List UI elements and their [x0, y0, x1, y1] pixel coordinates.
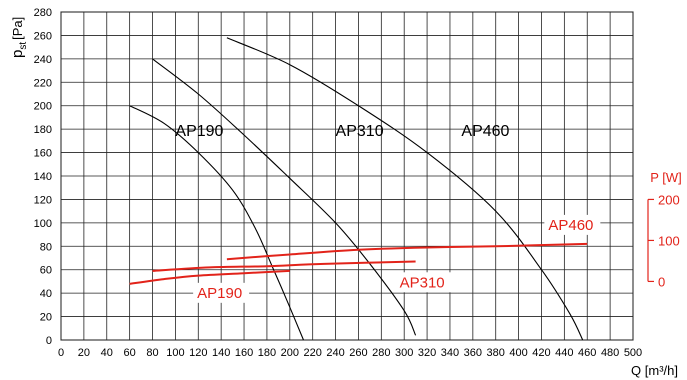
power-label-ap310: AP310 — [400, 274, 445, 291]
x-tick-label: 340 — [441, 347, 459, 359]
x-tick-label: 500 — [624, 347, 642, 359]
x-tick-label: 300 — [395, 347, 413, 359]
pressure-curve-ap310 — [152, 58, 417, 336]
x-axis-label: Q [m³/h] — [631, 363, 678, 378]
x-tick-label: 180 — [258, 347, 276, 359]
pressure-label-ap310: AP310 — [336, 123, 384, 140]
x-tick-label: 460 — [578, 347, 596, 359]
x-tick-label: 480 — [601, 347, 619, 359]
y-axis-ticks: 0 20 40 60 80 100 120 140 160 180 200 220 240 260 280 — [34, 7, 52, 347]
y-tick-label: 220 — [34, 77, 52, 89]
power-curve-ap460 — [226, 242, 588, 261]
power-tick-label: 200 — [658, 192, 680, 207]
x-tick-label: 80 — [146, 347, 158, 359]
y-tick-label: 200 — [34, 101, 52, 113]
x-axis-ticks: 0 20 40 60 80 100 120 140 160 180 200 220 240 260 280 3… — [58, 347, 642, 359]
y-tick-label: 280 — [34, 7, 52, 19]
y-tick-label: 100 — [34, 218, 52, 230]
x-tick-label: 280 — [372, 347, 390, 359]
power-label-bg — [544, 214, 601, 235]
x-tick-label: 200 — [281, 347, 299, 359]
power-axis-label: P [W] — [650, 170, 682, 185]
x-tick-label: 40 — [101, 347, 113, 359]
x-tick-label: 240 — [326, 347, 344, 359]
y-tick-label: 0 — [46, 335, 52, 347]
x-tick-label: 120 — [189, 347, 207, 359]
power-tick-label: 100 — [658, 233, 680, 248]
x-tick-label: 260 — [349, 347, 367, 359]
y-axis-label-main: p — [9, 50, 26, 58]
power-label-bg — [395, 272, 452, 293]
y-tick-label: 80 — [40, 241, 52, 253]
x-tick-label: 20 — [78, 347, 90, 359]
x-tick-label: 220 — [304, 347, 322, 359]
power-curve-ap310 — [152, 260, 416, 272]
y-tick-label: 240 — [34, 54, 52, 66]
x-tick-label: 140 — [212, 347, 230, 359]
power-tick-label: 0 — [658, 274, 665, 289]
pressure-label-ap460: AP460 — [461, 123, 509, 140]
y-tick-label: 160 — [34, 148, 52, 160]
power-label-ap460: AP460 — [548, 217, 593, 234]
x-tick-label: 160 — [235, 347, 253, 359]
y-axis-label-sub: st — [18, 42, 29, 50]
x-tick-label: 0 — [58, 347, 64, 359]
y-axis-label-unit: [Pa] — [10, 17, 25, 40]
pressure-label-ap190: AP190 — [175, 123, 223, 140]
x-tick-label: 400 — [509, 347, 527, 359]
power-label-bg — [193, 282, 250, 303]
y-tick-label: 140 — [34, 171, 52, 183]
y-tick-label: 60 — [40, 265, 52, 277]
x-tick-label: 420 — [532, 347, 550, 359]
y-tick-label: 40 — [40, 288, 52, 300]
y-tick-label: 120 — [34, 194, 52, 206]
y-tick-label: 20 — [40, 312, 52, 324]
power-axis: P [W] 0 100 200 — [647, 170, 682, 289]
x-tick-label: 360 — [464, 347, 482, 359]
pressure-curve-ap190 — [129, 105, 305, 341]
x-tick-label: 440 — [555, 347, 573, 359]
y-tick-label: 260 — [34, 30, 52, 42]
x-tick-label: 320 — [418, 347, 436, 359]
x-tick-label: 100 — [166, 347, 184, 359]
y-tick-label: 180 — [34, 124, 52, 136]
pressure-curves: AP190 AP310 AP460 — [129, 37, 584, 341]
x-tick-label: 380 — [487, 347, 505, 359]
x-tick-label: 60 — [124, 347, 136, 359]
y-axis-label: pst [Pa] — [9, 17, 29, 58]
power-label-ap190: AP190 — [197, 285, 242, 302]
pressure-curve-ap460 — [226, 37, 584, 341]
grid — [60, 11, 634, 341]
power-curves: AP190 AP310 AP460 — [129, 214, 601, 303]
power-curve-ap190 — [129, 269, 290, 285]
